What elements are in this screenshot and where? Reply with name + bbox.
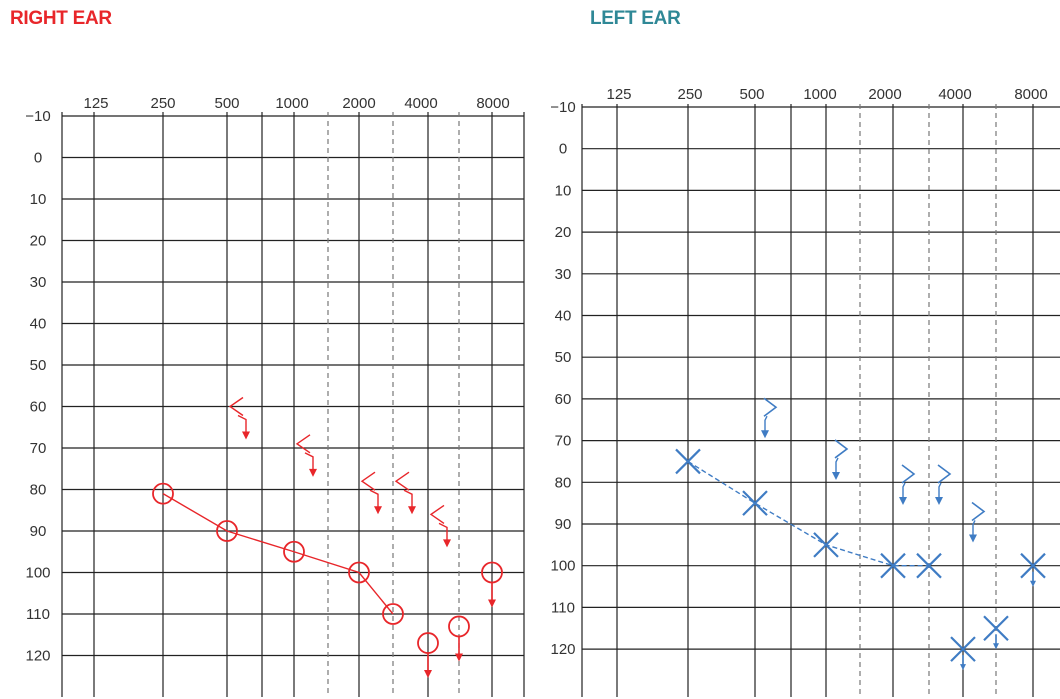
x-tick-label: 250 xyxy=(150,95,175,112)
air-conduction-x-marker xyxy=(813,532,839,558)
air-conduction-x-marker xyxy=(742,490,768,516)
air-conduction-circle-marker xyxy=(348,561,370,584)
no-response-arrow xyxy=(304,452,314,472)
no-response-arrowhead xyxy=(374,506,382,515)
y-tick-label: 40 xyxy=(555,308,572,325)
air-conduction-x-marker xyxy=(916,552,942,579)
y-tick-label: 120 xyxy=(25,648,50,665)
no-response-arrowhead xyxy=(408,506,416,515)
air-conduction-circle-marker xyxy=(283,540,305,563)
no-response-arrowhead xyxy=(242,431,250,440)
air-conduction-x-marker xyxy=(675,448,701,475)
bone-conduction-bracket-marker xyxy=(971,501,986,522)
x-tick-label: 1000 xyxy=(803,86,836,103)
y-tick-label: 110 xyxy=(551,599,575,616)
y-tick-label: 10 xyxy=(30,191,47,208)
no-response-arrowhead xyxy=(455,653,463,662)
air-conduction-circle-marker xyxy=(216,520,238,542)
y-tick-label: 90 xyxy=(30,523,47,540)
no-response-arrowhead xyxy=(899,496,907,505)
no-response-arrow xyxy=(972,520,976,538)
bone-conduction-bracket-marker xyxy=(429,504,445,524)
right-ear-title: RIGHT EAR xyxy=(10,8,112,29)
y-tick-label: 20 xyxy=(30,233,47,250)
x-tick-label: 2000 xyxy=(868,86,901,103)
no-response-arrow xyxy=(403,489,413,510)
y-tick-label: 60 xyxy=(555,391,572,408)
y-tick-label: 120 xyxy=(550,641,575,658)
y-tick-label: 110 xyxy=(26,606,50,623)
no-response-arrowhead xyxy=(488,599,496,608)
y-tick-label: 90 xyxy=(555,516,572,533)
no-response-arrow xyxy=(369,489,379,510)
bone-conduction-bracket-marker xyxy=(901,464,916,484)
x-tick-label: 4000 xyxy=(938,86,971,103)
x-tick-label: 8000 xyxy=(476,95,509,112)
y-tick-label: 100 xyxy=(550,558,575,575)
bone-conduction-bracket-marker xyxy=(295,434,311,454)
no-response-arrowhead xyxy=(424,670,432,679)
no-response-arrowhead xyxy=(761,430,769,439)
bone-conduction-bracket-marker xyxy=(937,464,952,484)
air-conduction-x-marker xyxy=(1020,552,1046,579)
no-response-arrowhead xyxy=(935,496,943,505)
no-response-arrow xyxy=(938,482,942,500)
y-tick-label: 60 xyxy=(30,399,47,416)
y-tick-label: 30 xyxy=(555,266,572,283)
y-tick-label: 80 xyxy=(555,474,572,491)
air-conduction-circle-marker xyxy=(382,603,404,625)
air-conduction-x-marker xyxy=(950,636,976,662)
y-tick-label: 20 xyxy=(555,224,572,241)
x-tick-label: 125 xyxy=(83,95,108,112)
bone-conduction-bracket-marker xyxy=(228,396,244,417)
no-response-arrowhead xyxy=(969,534,977,543)
left-ear-audiogram: −10 0 10 20 30 40 50 60 70 80 90 100 110 120 125 250 500… xyxy=(550,86,1060,697)
no-response-arrow xyxy=(902,482,906,500)
x-tick-label: 125 xyxy=(606,86,631,103)
no-response-arrowhead xyxy=(993,643,999,650)
no-response-arrowhead xyxy=(960,664,966,671)
y-tick-label: 40 xyxy=(30,316,47,333)
y-tick-label: 10 xyxy=(555,182,572,199)
no-response-arrowhead xyxy=(309,468,317,477)
y-tick-label: 50 xyxy=(555,349,572,366)
left-ear-title: LEFT EAR xyxy=(590,8,681,29)
y-tick-label: 0 xyxy=(559,141,567,158)
no-response-arrowhead xyxy=(832,471,840,480)
y-tick-label: 50 xyxy=(30,357,47,374)
bone-conduction-bracket-marker xyxy=(834,439,849,459)
air-conduction-x-marker xyxy=(880,552,906,579)
y-tick-label: 70 xyxy=(555,433,572,450)
no-response-arrowhead xyxy=(443,539,451,548)
y-tick-label: 70 xyxy=(30,440,47,457)
x-tick-label: 8000 xyxy=(1014,86,1047,103)
x-tick-label: 2000 xyxy=(342,95,375,112)
x-tick-label: 500 xyxy=(214,95,239,112)
y-tick-label: 0 xyxy=(34,150,42,167)
no-response-arrow xyxy=(764,415,768,434)
air-conduction-x-marker xyxy=(983,615,1009,642)
no-response-arrowhead xyxy=(1030,580,1036,587)
bone-conduction-bracket-marker xyxy=(360,471,376,491)
x-tick-label: 4000 xyxy=(404,95,437,112)
no-response-arrow xyxy=(438,522,448,543)
y-tick-label: 80 xyxy=(30,482,47,499)
x-tick-label: 250 xyxy=(677,86,702,103)
bone-conduction-bracket-marker xyxy=(394,471,410,491)
x-tick-label: 1000 xyxy=(275,95,308,112)
air-conduction-circle-marker xyxy=(152,482,174,505)
bone-conduction-bracket-marker xyxy=(763,397,778,417)
no-response-arrow xyxy=(237,414,247,435)
right-ear-audiogram: −10 0 10 20 30 40 50 60 70 80 90 100 110 120 125 250 500… xyxy=(25,95,525,697)
no-response-arrow xyxy=(835,457,839,475)
x-tick-label: 500 xyxy=(739,86,764,103)
y-tick-label: 100 xyxy=(25,565,50,582)
y-tick-label: −10 xyxy=(550,99,575,116)
series-line xyxy=(162,493,394,615)
y-tick-label: 30 xyxy=(30,274,47,291)
y-tick-label: −10 xyxy=(25,108,50,125)
